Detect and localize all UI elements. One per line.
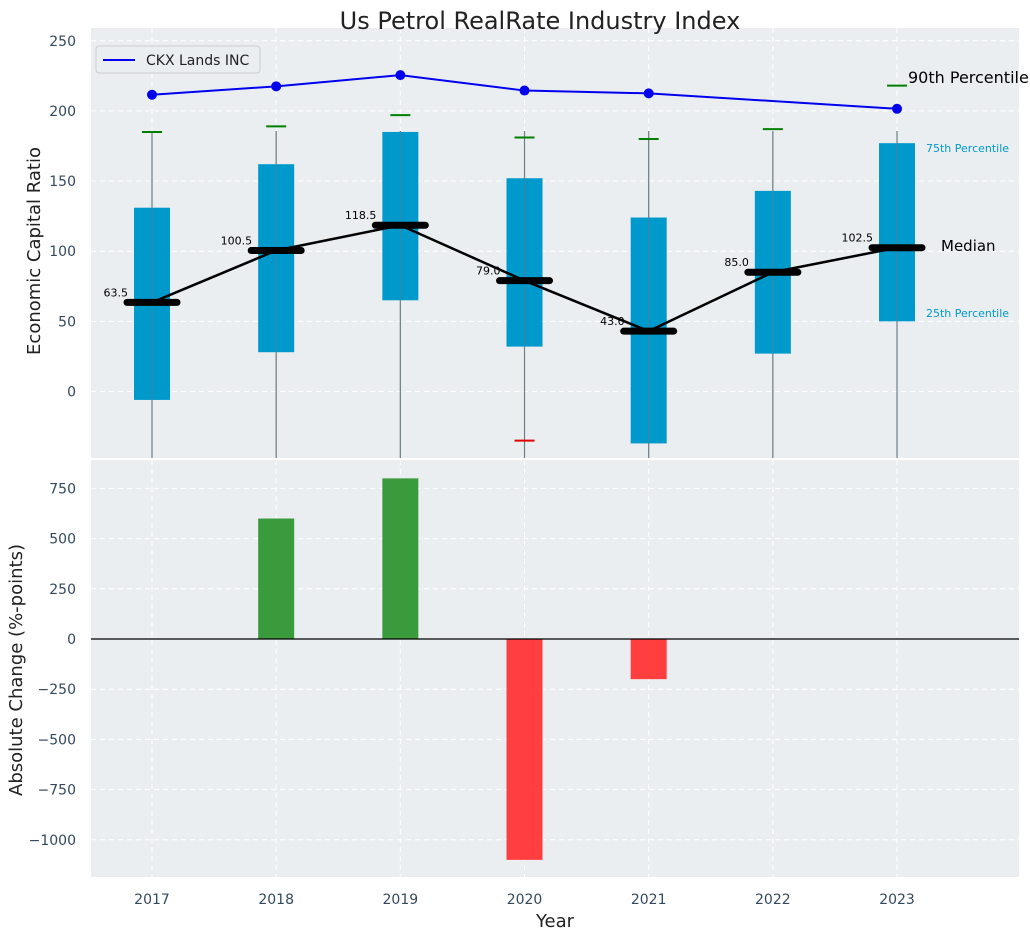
company-point: [147, 89, 157, 100]
x-tick-label: 2017: [134, 892, 170, 908]
median-value-label: 63.5: [104, 286, 129, 299]
annotation-median: Median: [941, 237, 996, 255]
annotation-90th-percentile: 90th Percentile: [908, 68, 1029, 87]
chart-title: Us Petrol RealRate Industry Index: [340, 7, 741, 35]
x-tick-label: 2018: [258, 892, 294, 908]
annotation-25th-percentile: 25th Percentile: [926, 307, 1009, 320]
x-tick-label: 2020: [507, 892, 543, 908]
x-tick-label: 2023: [879, 892, 915, 908]
median-value-label: 79.0: [476, 265, 501, 278]
legend-box: [95, 45, 261, 74]
median-value-label: 43.0: [600, 315, 625, 328]
top-y-tick-label: 100: [49, 244, 76, 260]
top-panel-background: [91, 28, 1019, 458]
top-y-axis-label: Economic Capital Ratio: [24, 147, 45, 355]
legend: CKX Lands INC: [95, 45, 261, 74]
median-value-label: 100.5: [221, 234, 253, 247]
x-tick-label: 2021: [631, 892, 667, 908]
change-bar: [506, 639, 543, 860]
top-y-tick-label: 150: [49, 174, 76, 190]
top-y-tick-label: 0: [67, 385, 76, 401]
bottom-y-tick-label: −1000: [29, 833, 76, 849]
bottom-y-tick-label: 750: [49, 481, 76, 497]
company-point: [271, 81, 282, 92]
bottom-panel-background: [91, 460, 1019, 877]
company-line: [151, 74, 898, 110]
company-point: [395, 70, 406, 81]
change-bar: [630, 639, 667, 680]
bottom-y-tick-label: 250: [49, 582, 76, 598]
chart-texts: 0 50 100 150 200 250 −1000 −750 −500 −250 0 250 500 7…: [29, 34, 915, 908]
bottom-y-axis-label: Absolute Change (%-points): [6, 544, 27, 796]
x-axis-label: Year: [535, 911, 575, 932]
median-value-label: 118.5: [345, 209, 377, 222]
bottom-y-tick-label: −500: [38, 732, 76, 748]
bottom-y-tick-label: 500: [49, 532, 76, 548]
median-value-label: 102.5: [842, 232, 874, 245]
annotation-75th-percentile: 75th Percentile: [926, 142, 1009, 155]
change-bar: [382, 478, 419, 639]
top-y-tick-label: 250: [49, 34, 76, 50]
chart-marks: [91, 70, 1019, 860]
bottom-y-tick-label: −750: [38, 783, 76, 799]
legend-label: CKX Lands INC: [146, 53, 249, 69]
bottom-y-tick-label: 0: [67, 632, 76, 648]
change-bar: [258, 518, 295, 639]
median-value-label: 85.0: [724, 256, 749, 269]
x-tick-label: 2019: [383, 892, 419, 908]
company-point: [519, 85, 530, 96]
top-y-tick-label: 50: [58, 314, 76, 330]
bottom-y-tick-label: −250: [38, 682, 76, 698]
company-point: [892, 103, 903, 114]
company-point: [643, 88, 654, 99]
top-y-tick-label: 200: [49, 104, 76, 120]
x-tick-label: 2022: [755, 892, 791, 908]
